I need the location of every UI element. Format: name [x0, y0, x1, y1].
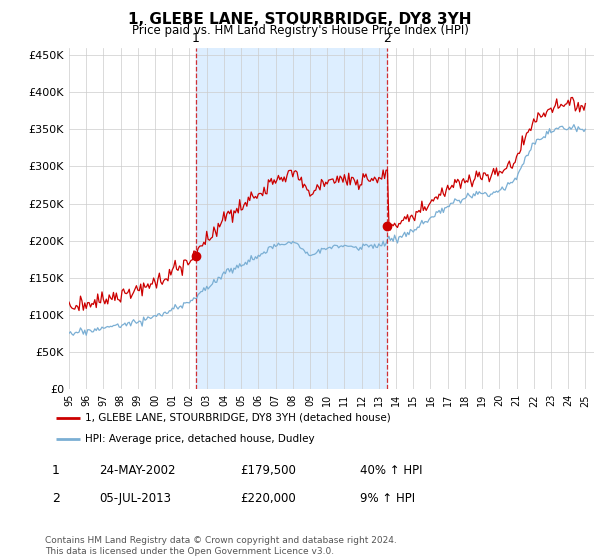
Text: 40% ↑ HPI: 40% ↑ HPI [360, 464, 422, 477]
Text: £179,500: £179,500 [240, 464, 296, 477]
Text: 05-JUL-2013: 05-JUL-2013 [99, 492, 171, 505]
Text: 1, GLEBE LANE, STOURBRIDGE, DY8 3YH: 1, GLEBE LANE, STOURBRIDGE, DY8 3YH [128, 12, 472, 27]
Text: 1: 1 [52, 464, 60, 477]
Text: 1, GLEBE LANE, STOURBRIDGE, DY8 3YH (detached house): 1, GLEBE LANE, STOURBRIDGE, DY8 3YH (det… [85, 413, 391, 423]
Bar [196, 48, 388, 389]
Text: HPI: Average price, detached house, Dudley: HPI: Average price, detached house, Dudl… [85, 435, 315, 444]
Text: 24-MAY-2002: 24-MAY-2002 [99, 464, 176, 477]
Text: Contains HM Land Registry data © Crown copyright and database right 2024.
This d: Contains HM Land Registry data © Crown c… [45, 536, 397, 556]
Text: 9% ↑ HPI: 9% ↑ HPI [360, 492, 415, 505]
Text: Price paid vs. HM Land Registry's House Price Index (HPI): Price paid vs. HM Land Registry's House … [131, 24, 469, 37]
Text: 2: 2 [383, 32, 391, 45]
Text: 1: 1 [192, 32, 200, 45]
Text: 2: 2 [52, 492, 60, 505]
Text: £220,000: £220,000 [240, 492, 296, 505]
